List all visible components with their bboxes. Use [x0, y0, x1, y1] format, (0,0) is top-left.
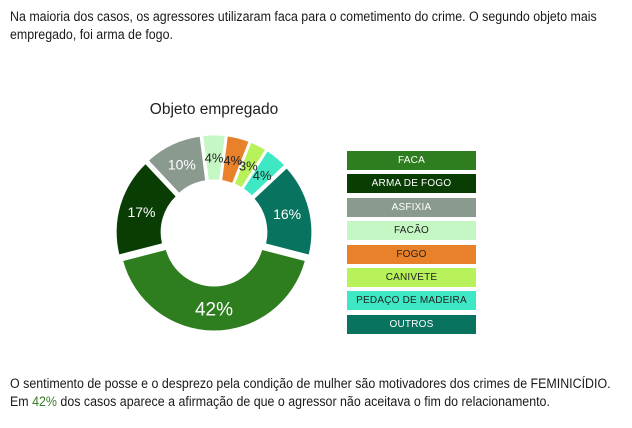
donut-slices [116, 135, 312, 331]
data-label: 16% [273, 206, 301, 222]
slice-arma-de-fogo [116, 164, 176, 255]
slice-asfixia [148, 136, 206, 193]
chart-title: Objeto empregado [150, 101, 278, 118]
outro-line-2: Em 42% dos casos aparece a afirmação de … [10, 393, 626, 411]
legend-item: FACA [347, 151, 476, 170]
intro-line-2: empregado, foi arma de fogo. [10, 27, 173, 42]
data-label: 4% [253, 168, 272, 183]
outro-line-1: O sentimento de posse e o desprezo pela … [10, 376, 611, 391]
outro-paragraph: O sentimento de posse e o desprezo pela … [10, 375, 626, 411]
slice-fogo [222, 136, 249, 183]
slice-canivete [235, 142, 266, 188]
chart-legend: FACA ARMA DE FOGO ASFIXIA FACÃO FOGO CANIVETE… [347, 151, 476, 338]
data-label: 4% [223, 153, 242, 168]
donut-labels: 42%17%10% 4% 4%3%4%16% [127, 151, 301, 321]
slice-peda-o-de-madeira [243, 151, 284, 196]
slice-faca [123, 249, 305, 331]
data-label: 17% [127, 204, 155, 220]
legend-item: ARMA DE FOGO [347, 174, 476, 194]
legend-item: FOGO [347, 244, 476, 264]
data-label: 4% [205, 151, 224, 166]
data-label: 3% [239, 159, 258, 174]
intro-paragraph: Na maioria dos casos, os agressores util… [10, 8, 626, 44]
legend-item: CANIVETE [347, 267, 476, 287]
data-label: 42% [195, 300, 233, 321]
slice-outros [254, 168, 312, 255]
highlight-percentage: 42% [32, 394, 57, 409]
outro-line-2-suffix: dos casos aparece a afirmação de que o a… [56, 394, 550, 409]
intro-line-1: Na maioria dos casos, os agressores util… [10, 9, 597, 24]
legend-item: PEDAÇO DE MADEIRA [347, 291, 476, 311]
slice-fac-o [203, 135, 225, 180]
legend-item: ASFIXIA [347, 197, 476, 217]
legend-item: FACÃO [347, 221, 476, 241]
outro-line-2-prefix: Em [10, 394, 33, 409]
data-label: 10% [168, 157, 196, 173]
legend-item: OUTROS [347, 314, 476, 334]
